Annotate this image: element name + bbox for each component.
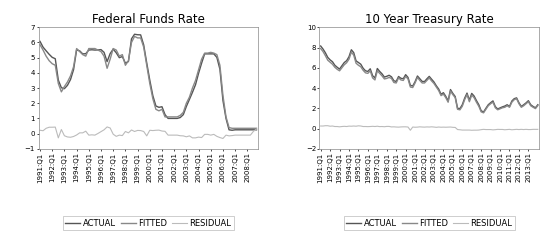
Legend: ACTUAL, FITTED, RESIDUAL: ACTUAL, FITTED, RESIDUAL <box>344 216 515 230</box>
Legend: ACTUAL, FITTED, RESIDUAL: ACTUAL, FITTED, RESIDUAL <box>63 216 234 230</box>
Title: Federal Funds Rate: Federal Funds Rate <box>92 13 205 26</box>
Title: 10 Year Treasury Rate: 10 Year Treasury Rate <box>365 13 493 26</box>
